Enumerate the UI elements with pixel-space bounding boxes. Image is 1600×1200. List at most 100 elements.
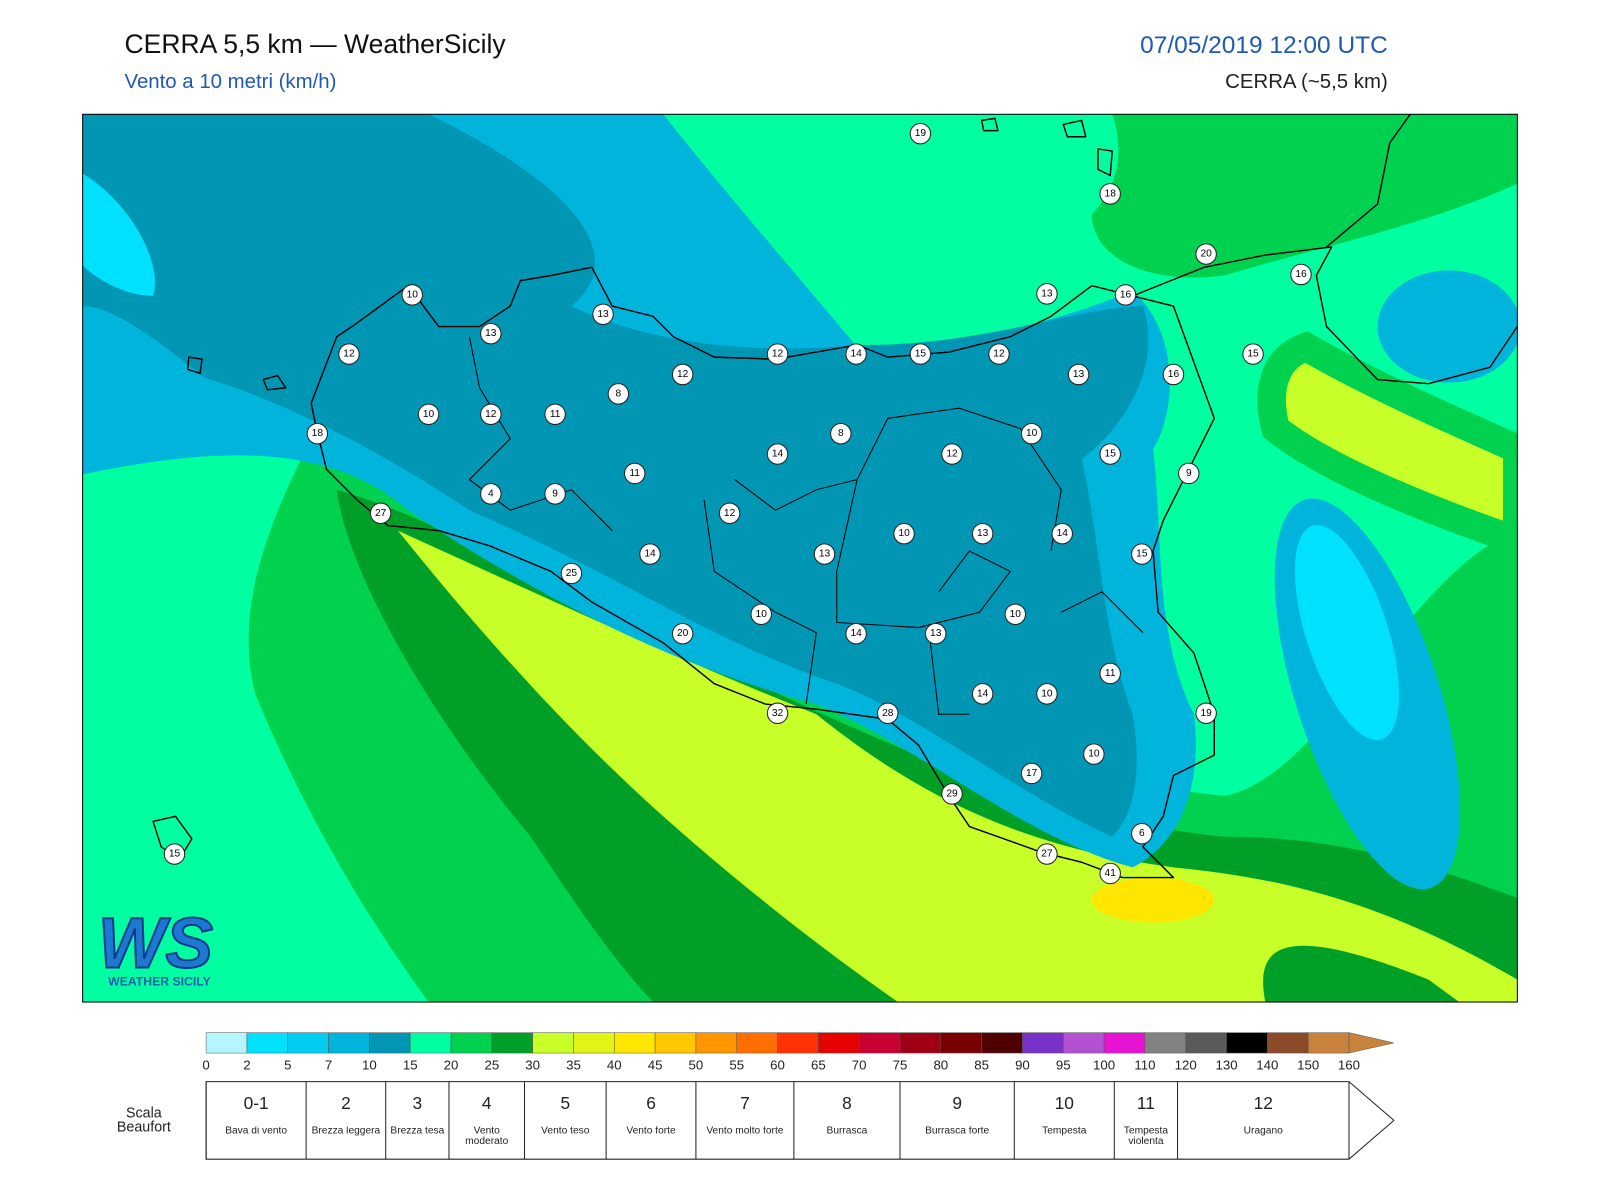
colorbar-tick-label: 20: [444, 1057, 459, 1072]
colorbar-swatch: [736, 1032, 778, 1054]
station-value: 29: [946, 788, 958, 799]
station-marker: [877, 702, 899, 724]
colorbar-swatch: [654, 1032, 697, 1054]
map-frame: [82, 113, 1518, 1003]
station-value: 20: [1200, 249, 1212, 260]
station-marker: [925, 622, 947, 645]
station-marker: [1051, 522, 1073, 545]
colorbar-tick-label: 95: [1056, 1057, 1071, 1072]
field-green-n: [1091, 114, 1518, 278]
station-value: 15: [915, 349, 927, 360]
beaufort-name-box: Vento moderato: [465, 1126, 509, 1147]
station-value: 11: [629, 468, 640, 479]
colorbar-tick-label: 15: [403, 1057, 418, 1072]
colorbar-swatch: [287, 1032, 329, 1054]
colorbar-swatch: [818, 1032, 860, 1054]
beaufort-name-box: Tempesta violenta: [1124, 1127, 1168, 1147]
field-yellow: [1091, 877, 1215, 923]
colorbar-swatch: [450, 1032, 493, 1054]
station-value: 41: [1105, 868, 1117, 879]
station-value: 13: [597, 309, 609, 320]
beaufort-force: 3: [413, 1093, 423, 1113]
station-value: 14: [772, 449, 784, 460]
station-marker: [544, 483, 566, 505]
station-marker: [623, 462, 646, 485]
station-marker: [1195, 702, 1217, 724]
station-marker: [480, 403, 502, 425]
station-value: 10: [1010, 609, 1022, 620]
beaufort-name: Burrasca forte: [925, 1126, 990, 1137]
field-cyan: [82, 173, 155, 296]
colorbar-tick-label: 85: [974, 1057, 989, 1072]
station-value: 12: [993, 349, 1005, 360]
beaufort-name: Brezza tesa: [390, 1126, 445, 1137]
colorbar-swatch: [1103, 1032, 1146, 1054]
colorbar-tick-label: 2: [243, 1057, 250, 1072]
colorbar-tick-label: 40: [607, 1057, 622, 1072]
field-blue-ne: [1377, 270, 1518, 383]
station-value: 19: [915, 128, 927, 139]
colorbar-tick-label: 50: [689, 1057, 704, 1072]
colorbar-tick-label: 0: [202, 1057, 209, 1072]
beaufort-force: 12: [1254, 1093, 1273, 1113]
beaufort-name: Vento moderato: [465, 1126, 509, 1147]
station-marker: [338, 343, 360, 365]
beaufort-force: 5: [560, 1093, 570, 1113]
subtitle: Vento a 10 metri (km/h): [124, 71, 336, 93]
colorbar-swatch: [573, 1032, 615, 1054]
beaufort-name: Vento teso: [541, 1126, 590, 1137]
station-value: 13: [977, 528, 989, 539]
colorbar-swatch: [777, 1032, 819, 1054]
station-value: 6: [1139, 828, 1145, 839]
colorbar-tick-label: 5: [284, 1057, 291, 1072]
colorbar-swatch: [246, 1032, 289, 1054]
station-value: 14: [1057, 528, 1069, 539]
beaufort-label-box: Scala Beaufort: [117, 1105, 171, 1134]
station-marker: [1036, 283, 1058, 305]
station-marker: [480, 322, 502, 345]
station-value: 10: [1041, 688, 1053, 699]
colorbar-tick-label: 45: [648, 1057, 663, 1072]
station-value: 25: [566, 568, 578, 579]
station-value: 8: [616, 388, 622, 399]
station-labels: 19 18 20 16 13 16 10 13 13 12 12 12 14 15 12 15 13 16 8 10 1…: [163, 122, 1312, 885]
station-marker: [1099, 862, 1121, 885]
colorbar-tick-label: 25: [484, 1057, 499, 1072]
station-value: 15: [1247, 349, 1259, 360]
beaufort-name-box: Tempesta: [1042, 1127, 1086, 1137]
station-marker: [1131, 822, 1153, 845]
station-marker: [1020, 762, 1043, 785]
colorbar-tick-label: 90: [1015, 1057, 1030, 1072]
station-marker: [750, 603, 772, 625]
station-marker: [941, 783, 963, 805]
station-value: 15: [1105, 449, 1117, 460]
station-marker: [1114, 284, 1137, 306]
beaufort-name: Burrasca: [826, 1126, 868, 1137]
station-marker: [988, 343, 1010, 365]
station-value: 9: [552, 488, 558, 499]
beaufort-name-box: Vento molto forte: [706, 1127, 783, 1137]
logo: WS WEATHER SICILY: [97, 902, 214, 988]
station-marker: [766, 702, 789, 724]
station-value: 15: [169, 849, 181, 860]
colorbar-swatch: [1267, 1032, 1309, 1054]
station-marker: [893, 522, 915, 545]
station-value: 16: [1168, 369, 1180, 380]
beaufort-force: 4: [482, 1093, 492, 1113]
station-marker: [1195, 243, 1217, 265]
station-value: 15: [1136, 549, 1148, 560]
station-value: 12: [677, 369, 689, 380]
model: CERRA (~5,5 km): [1225, 71, 1388, 93]
station-value: 12: [343, 349, 355, 360]
beaufort-name: Vento forte: [626, 1126, 676, 1137]
station-marker: [163, 843, 186, 865]
colorbar-swatch: [981, 1032, 1023, 1054]
station-marker: [671, 622, 694, 645]
station-marker: [1099, 662, 1121, 685]
colorbar-swatch: [532, 1032, 574, 1054]
station-value: 27: [1041, 849, 1053, 860]
beaufort-name: Uragano: [1243, 1126, 1283, 1137]
colorbar-tick-label: 130: [1215, 1057, 1237, 1072]
field-cyan-e: [1294, 525, 1399, 741]
colorbar-tick-label: 160: [1338, 1057, 1360, 1072]
